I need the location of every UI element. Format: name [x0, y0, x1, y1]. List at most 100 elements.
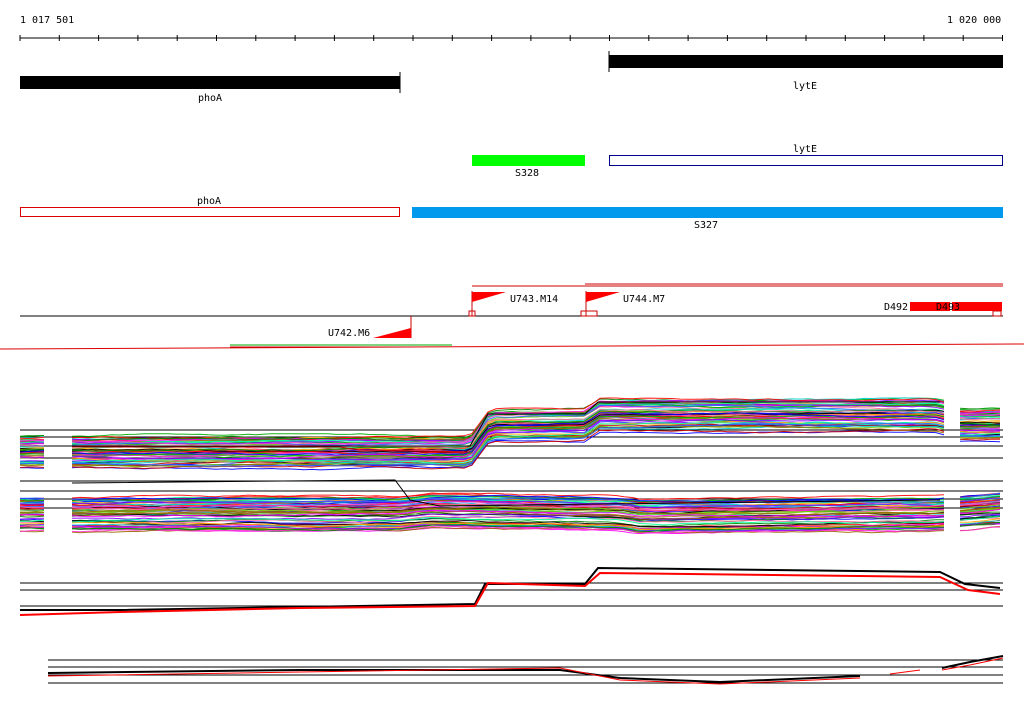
coverage-trace — [19, 449, 45, 452]
segment-lytE-label: lytE — [793, 144, 817, 155]
trace-upper — [71, 479, 941, 507]
marker-U742-M6-label: U742.M6 — [328, 328, 370, 339]
coverage-trace — [959, 422, 1000, 426]
coverage-trace — [71, 516, 945, 526]
coverage-trace — [71, 422, 945, 464]
coverage-trace — [19, 503, 45, 505]
trace-black — [941, 655, 1004, 669]
coverage-trace — [19, 521, 45, 524]
coverage-trace — [19, 519, 45, 522]
ruler-start-label: 1 017 501 — [20, 15, 74, 26]
gene-lytE-label: lytE — [793, 81, 817, 92]
coverage-trace — [959, 420, 1001, 423]
coverage-trace — [71, 506, 945, 515]
marker-U744-M7[interactable]: U744.M7 — [580, 291, 665, 317]
coverage-trace — [71, 523, 944, 533]
segment-S328-label: S328 — [515, 168, 539, 179]
coverage-trace — [19, 436, 45, 440]
segment-lytE-outline[interactable] — [609, 155, 1003, 166]
trace-red — [941, 657, 1004, 671]
coverage-trace — [959, 431, 1001, 434]
coverage-trace — [19, 499, 45, 502]
coverage-trace — [19, 527, 45, 530]
coverage-trace — [959, 515, 1001, 521]
coverage-trace — [959, 520, 1001, 525]
marker-U744-M7-label: U744.M7 — [623, 294, 665, 305]
coverage-trace — [19, 507, 45, 510]
coverage-trace — [19, 515, 45, 518]
trace-black — [47, 669, 861, 684]
coverage-trace — [72, 500, 945, 512]
coverage-trace — [959, 425, 1001, 428]
coverage-trace — [71, 404, 945, 446]
coverage-trace — [959, 438, 1001, 441]
coverage-trace — [19, 436, 45, 439]
segment-phoA-label: phoA — [197, 196, 221, 207]
coverage-trace — [19, 463, 45, 466]
coverage-trace — [959, 513, 1001, 515]
gene-track: phoA lytE — [20, 51, 1003, 104]
coverage-trace — [71, 504, 945, 515]
coordinate-ruler: 1 017 501 1 020 000 — [19, 15, 1003, 41]
marker-D492[interactable]: D492 — [884, 302, 950, 313]
coverage-trace — [71, 494, 945, 503]
coverage-trace — [959, 434, 1001, 438]
coverage-trace — [19, 450, 45, 453]
coverage-trace — [959, 501, 1001, 506]
trace-lower — [72, 446, 471, 453]
marker-U742-M6[interactable]: U742.M6 — [328, 316, 412, 339]
annotation-track: S328 lytE phoA S327 — [20, 144, 1003, 231]
coverage-trace — [19, 451, 45, 454]
coverage-trace — [960, 518, 1001, 523]
coverage-trace — [959, 509, 1001, 514]
coverage-trace — [19, 444, 45, 447]
coverage-trace — [71, 412, 945, 456]
coverage-trace — [959, 429, 1001, 431]
coverage-trace — [19, 464, 45, 467]
coverage-trace — [959, 504, 1001, 510]
coverage-trace — [959, 497, 1001, 502]
coverage-trace — [19, 506, 45, 509]
coverage-trace — [71, 513, 945, 521]
coverage-trace — [19, 435, 45, 437]
trace-red — [47, 667, 861, 685]
segment-S328[interactable] — [472, 155, 585, 166]
coverage-trace — [19, 522, 45, 525]
coverage-trace — [959, 526, 1001, 532]
coverage-trace — [71, 518, 944, 527]
coverage-trace — [20, 511, 45, 513]
trace-black — [20, 566, 1001, 611]
coverage-trace — [19, 448, 45, 451]
gene-phoA[interactable] — [20, 76, 400, 89]
marker-D493[interactable]: D493 — [936, 302, 1002, 317]
coverage-trace — [959, 496, 1001, 501]
coverage-trace — [959, 522, 1001, 527]
segment-S327[interactable] — [412, 207, 1003, 218]
coverage-trace — [71, 515, 945, 524]
coverage-trace — [959, 411, 1001, 415]
segment-S327-label: S327 — [694, 220, 718, 231]
coverage-trace — [19, 453, 45, 456]
coverage-trace — [71, 422, 945, 467]
coverage-trace — [71, 498, 945, 509]
coverage-trace — [960, 508, 1001, 513]
coverage-trace — [71, 418, 945, 461]
marker-U743-M14[interactable]: U743.M14 — [468, 291, 558, 317]
trace-red — [889, 669, 921, 675]
gene-lytE[interactable] — [609, 55, 1003, 68]
ruler-ticks — [19, 35, 1003, 41]
coverage-trace — [71, 521, 944, 530]
feature-track: U743.M14 U744.M7 U742.M6 D492 D493 — [0, 283, 1024, 350]
coverage-trace — [959, 414, 1001, 416]
coverage-trace — [959, 505, 1001, 509]
marker-D492-label: D492 — [884, 302, 908, 313]
gene-phoA-label: phoA — [198, 93, 222, 104]
coverage-trace — [959, 409, 1001, 412]
coverage-track-4 — [47, 655, 1004, 685]
coverage-trace — [19, 509, 45, 511]
coverage-trace — [19, 526, 44, 528]
coverage-trace — [959, 513, 1001, 518]
segment-phoA-outline[interactable] — [20, 207, 400, 217]
